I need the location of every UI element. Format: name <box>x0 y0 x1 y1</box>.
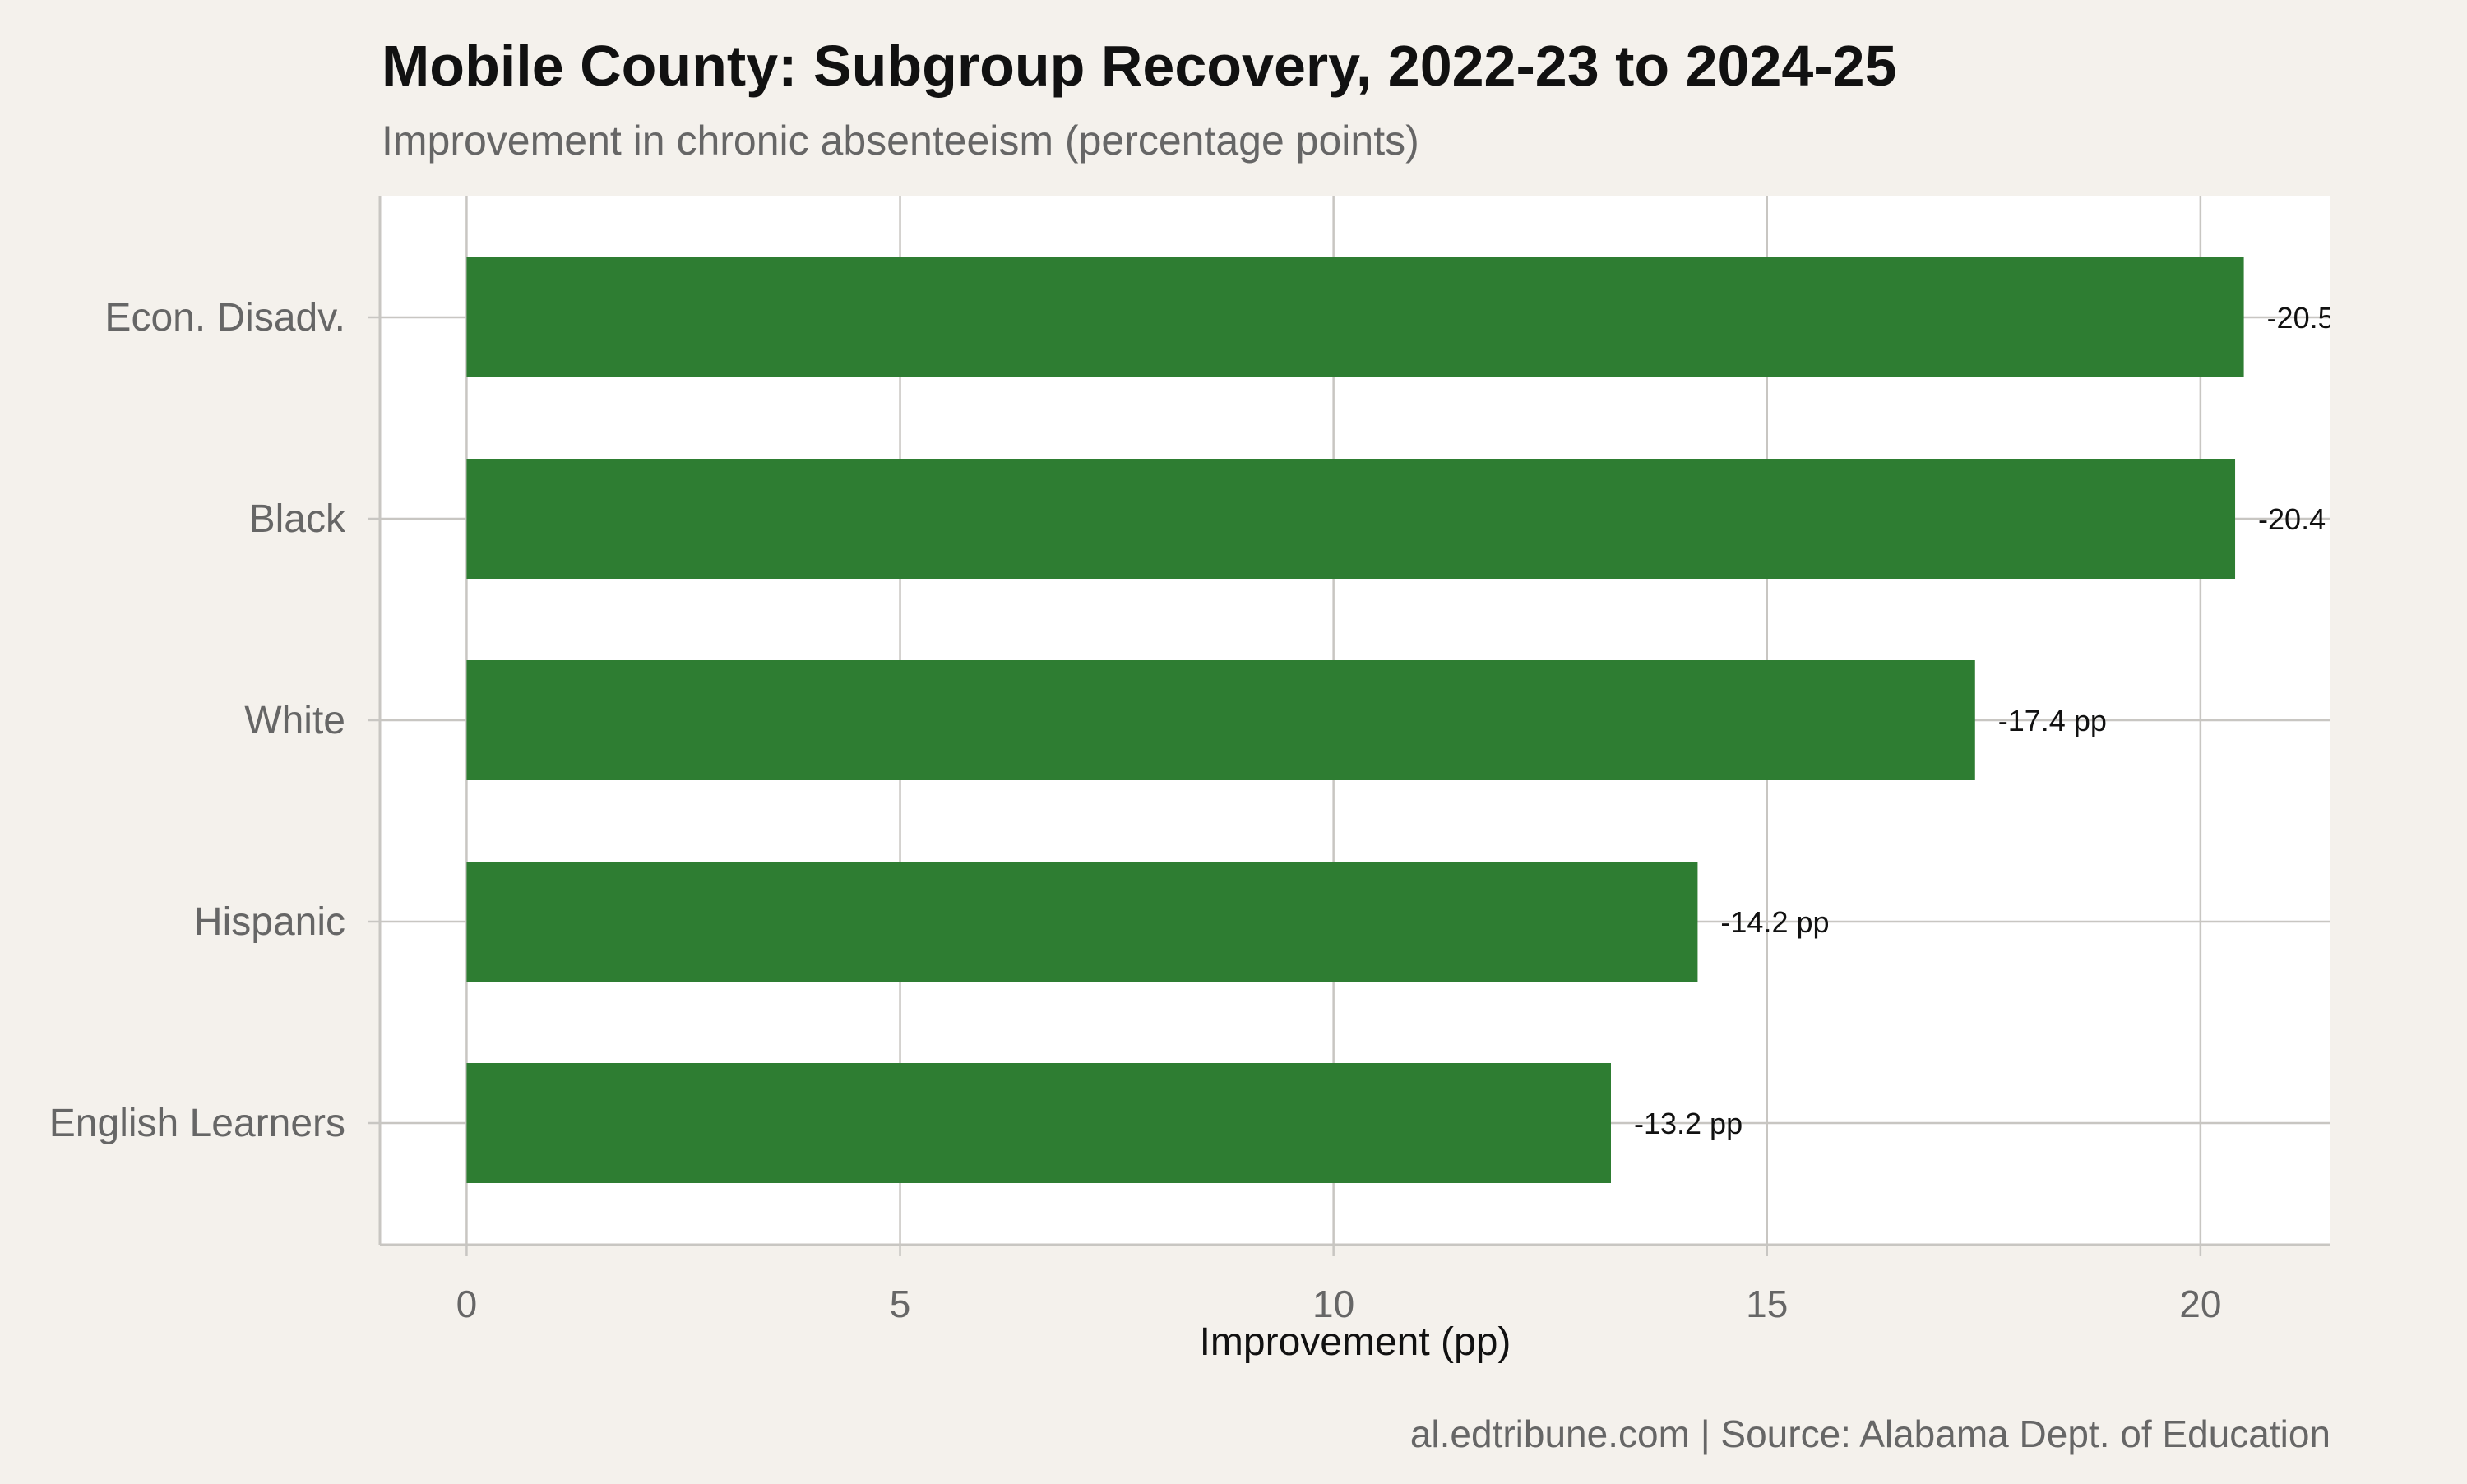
x-axis-tick-labels: 0 5 10 15 20 <box>456 1283 2222 1325</box>
x-tick-label: 15 <box>1746 1283 1788 1325</box>
y-category-label: Econ. Disadv. <box>104 296 345 340</box>
x-tick-label: 20 <box>2179 1283 2221 1325</box>
x-tick-label: 5 <box>890 1283 911 1325</box>
y-category-label: Hispanic <box>194 900 345 944</box>
bar <box>466 459 2236 579</box>
data-label: -13.2 pp <box>1634 1107 1743 1140</box>
x-tick-label: 0 <box>456 1283 478 1325</box>
y-category-label: English Learners <box>49 1102 345 1145</box>
bar <box>466 660 1975 780</box>
chart-caption: al.edtribune.com | Source: Alabama Dept.… <box>1410 1412 2330 1455</box>
bars <box>466 257 2244 1183</box>
data-label: -17.4 pp <box>1998 704 2107 737</box>
data-labels: -20.5 pp -20.4 pp -17.4 pp -14.2 pp -13.2 pp <box>1634 301 2376 1140</box>
y-category-label: White <box>244 699 345 742</box>
bar <box>466 257 2244 377</box>
y-category-label: Black <box>249 497 346 541</box>
chart-subtitle: Improvement in chronic absenteeism (perc… <box>382 118 1419 164</box>
x-axis-title: Improvement (pp) <box>1200 1320 1511 1364</box>
chart-title: Mobile County: Subgroup Recovery, 2022-2… <box>382 34 1897 98</box>
data-label: -14.2 pp <box>1720 905 1829 939</box>
bar <box>466 1063 1611 1183</box>
y-axis-category-labels: Econ. Disadv. Black White Hispanic English L… <box>49 296 346 1145</box>
x-tick-label: 10 <box>1312 1283 1354 1325</box>
bar <box>466 862 1698 982</box>
data-label: -20.4 pp <box>2258 502 2367 536</box>
data-label: -20.5 pp <box>2267 301 2376 335</box>
